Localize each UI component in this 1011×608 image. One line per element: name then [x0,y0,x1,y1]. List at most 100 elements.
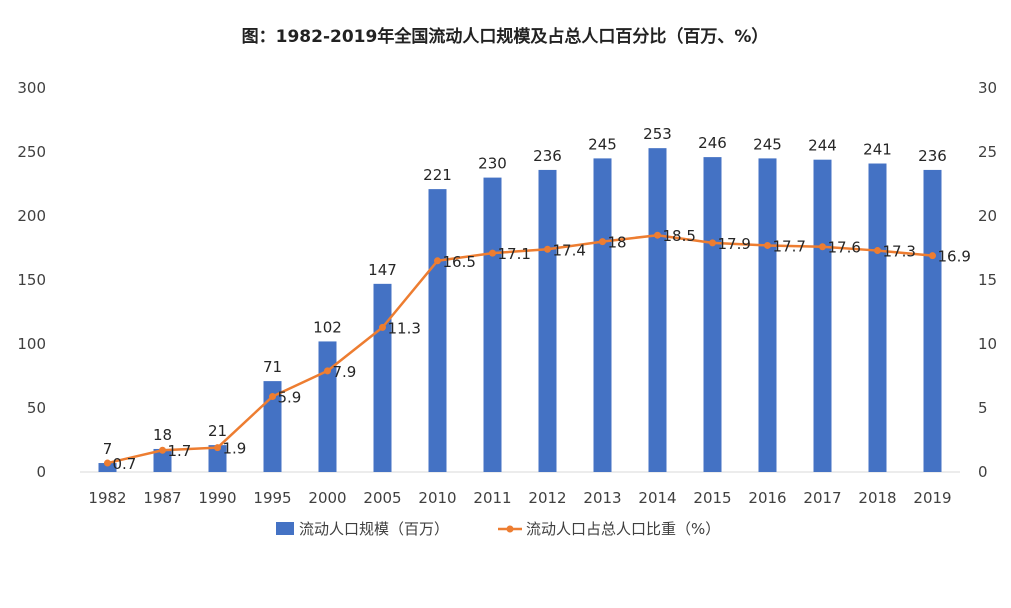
bar [98,463,117,472]
x-tick-label: 2005 [363,489,401,507]
left-axis: 0 50 100 150 200 250 300 [17,79,46,481]
right-tick-label: 0 [978,463,988,481]
line-value-label: 1.7 [168,442,192,460]
legend-item-line[interactable]: 流动人口占总人口比重（%） [498,520,720,538]
line-value-label: 17.9 [718,235,751,253]
bar-value-label: 245 [588,135,617,153]
line-point [434,257,441,265]
legend: 流动人口规模（百万） 流动人口占总人口比重（%） [276,520,720,538]
left-tick-label: 250 [17,143,46,161]
bar-series [98,148,942,473]
line-point [874,247,881,255]
line-point [379,323,386,331]
line-value-label: 17.1 [498,245,531,263]
bar-value-label: 147 [368,261,397,279]
x-tick-label: 2019 [913,489,951,507]
bar [538,169,557,473]
bar [758,158,777,472]
line-point [819,243,826,251]
line-point [269,392,276,400]
line-point [489,249,496,257]
bar [703,157,722,472]
x-tick-label: 1990 [198,489,236,507]
bar [208,445,227,472]
bar [593,158,612,472]
x-tick-label: 2012 [528,489,566,507]
line-value-label: 17.6 [828,239,861,257]
right-tick-label: 5 [978,399,988,417]
x-tick-label: 2013 [583,489,621,507]
line-point [764,241,771,249]
x-tick-label: 2017 [803,489,841,507]
bar [428,189,447,472]
line-value-label: 7.9 [333,363,357,381]
line-value-label: 18 [608,234,627,252]
line-point [929,252,936,260]
legend-line-marker [506,525,514,533]
bar-value-label: 221 [423,166,452,184]
line-point [654,231,661,239]
legend-bar-swatch [276,522,294,535]
left-tick-label: 0 [36,463,46,481]
line-value-label: 16.9 [938,248,971,266]
x-tick-label: 2018 [858,489,896,507]
right-axis: 0 5 10 15 20 25 30 [978,79,997,481]
line-point [709,239,716,247]
left-tick-label: 50 [27,399,46,417]
x-tick-label: 2014 [638,489,676,507]
bar-value-label: 245 [753,135,782,153]
line-point [104,459,111,467]
bar-value-label: 244 [808,137,837,155]
chart-title: 图：1982-2019年全国流动人口规模及占总人口百分比（百万、%） [242,26,769,47]
line-point [214,444,221,452]
bar-value-label: 18 [153,426,172,444]
right-tick-label: 25 [978,143,997,161]
line-point [324,367,331,375]
line-point [599,238,606,246]
legend-bar-label: 流动人口规模（百万） [299,520,449,538]
line-value-label: 17.7 [773,237,806,255]
x-tick-label: 1982 [88,489,126,507]
bar-labels: 7 18 21 71 102 147 221 230 236 245 253 246 245 244 241… [103,125,947,458]
x-tick-label: 1987 [143,489,181,507]
left-tick-label: 200 [17,207,46,225]
x-tick-label: 2010 [418,489,456,507]
bar-value-label: 230 [478,155,507,173]
bar-value-label: 246 [698,134,727,152]
line-value-label: 18.5 [663,227,696,245]
line-value-label: 17.4 [553,241,586,259]
right-tick-label: 20 [978,207,997,225]
bar-value-label: 21 [208,422,227,440]
bar [318,341,337,472]
bar [373,283,392,472]
legend-line-label: 流动人口占总人口比重（%） [526,520,720,538]
right-tick-label: 15 [978,271,997,289]
bar [648,148,667,472]
bar-value-label: 236 [533,147,562,165]
legend-item-bars[interactable]: 流动人口规模（百万） [276,520,449,538]
line-path [107,233,933,465]
bar [868,163,887,472]
bar [923,169,942,473]
right-tick-label: 10 [978,335,997,353]
bar-value-label: 71 [263,358,282,376]
bar [263,381,282,472]
x-tick-label: 1995 [253,489,291,507]
x-tick-label: 2000 [308,489,346,507]
line-series [104,231,936,467]
x-tick-label: 2011 [473,489,511,507]
x-tick-label: 2015 [693,489,731,507]
line-value-label: 17.3 [883,243,916,261]
bar [813,159,832,472]
bar-value-label: 7 [103,440,113,458]
bar [483,177,502,472]
x-axis: 1982 1987 1990 1995 2000 2005 2010 2011 2012 2013… [88,489,951,507]
line-labels: 0.7 1.7 1.9 5.9 7.9 11.3 16.5 17.1 17.4 18 18.5 17.… [113,227,971,473]
line-point [544,245,551,253]
line-value-label: 0.7 [113,455,137,473]
bar-value-label: 236 [918,147,947,165]
line-point [159,446,166,454]
left-tick-label: 300 [17,79,46,97]
line-value-label: 11.3 [388,319,421,337]
